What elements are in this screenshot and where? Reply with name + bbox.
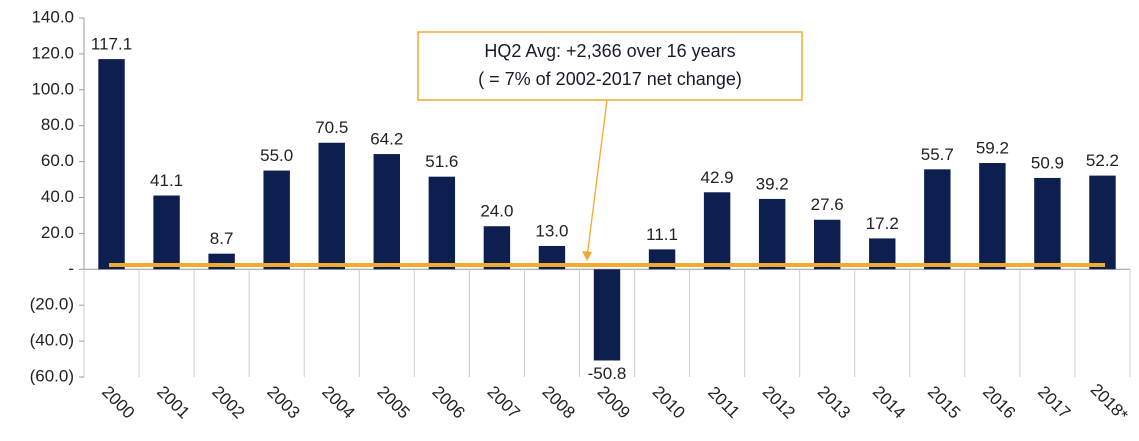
data-label: 27.6	[811, 195, 844, 214]
y-tick-label: 60.0	[41, 151, 74, 170]
data-label: 52.2	[1086, 151, 1119, 170]
y-tick-label: 140.0	[31, 7, 74, 26]
data-label: 117.1	[91, 35, 132, 54]
y-tick-label: 120.0	[31, 43, 74, 62]
data-label: 39.2	[756, 174, 789, 193]
data-label: 13.0	[535, 221, 568, 240]
y-tick-label: (20.0)	[30, 295, 74, 314]
x-tick-label: 2009	[594, 382, 634, 422]
data-label: 17.2	[866, 214, 899, 233]
x-tick-label: 2015	[924, 382, 964, 422]
x-tick-label: 2012	[759, 382, 799, 422]
x-tick-label: 2006	[428, 382, 468, 422]
data-label: 42.9	[701, 168, 734, 187]
bar	[153, 195, 180, 270]
data-label: 11.1	[646, 225, 678, 244]
bar	[979, 163, 1006, 270]
y-tick-label: (60.0)	[30, 366, 74, 385]
bar	[263, 170, 290, 270]
x-tick-label: 2003	[263, 382, 303, 422]
data-label: 70.5	[315, 118, 348, 137]
data-label: 55.7	[921, 145, 954, 164]
bar	[593, 269, 621, 361]
data-label: 59.2	[976, 139, 1009, 158]
x-tick-label: 2010	[649, 382, 689, 422]
y-tick-label: 80.0	[41, 115, 74, 134]
data-label: 8.7	[210, 229, 234, 248]
bar	[758, 198, 786, 270]
bar	[318, 142, 345, 270]
y-tick-label: 40.0	[41, 187, 74, 206]
x-tick-label: 2014	[869, 382, 909, 422]
data-label: 41.1	[150, 171, 183, 190]
annotation-line: HQ2 Avg: +2,366 over 16 years	[484, 41, 735, 61]
bar	[373, 154, 401, 270]
bar	[1089, 175, 1116, 270]
x-tick-label: 2001	[153, 382, 193, 422]
bar	[813, 219, 841, 270]
x-tick-label: 2018*	[1087, 380, 1132, 425]
annotation-arrow	[586, 99, 608, 258]
x-tick-label: 2000	[98, 382, 138, 422]
x-tick-label: 2007	[484, 382, 524, 422]
x-tick-label: 2002	[208, 382, 248, 422]
x-tick-label: 2016	[979, 382, 1019, 422]
y-tick-label: 100.0	[31, 79, 74, 98]
annotation-arrowhead	[582, 251, 592, 262]
bar	[924, 169, 951, 270]
bar	[703, 192, 731, 270]
data-label: -50.8	[588, 364, 627, 383]
data-label: 51.6	[425, 152, 458, 171]
data-label: 24.0	[480, 202, 513, 221]
x-tick-label: 2011	[704, 383, 743, 422]
x-tick-label: 2013	[814, 382, 854, 422]
bar	[428, 176, 456, 270]
data-label: 64.2	[370, 130, 403, 149]
x-tick-label: 2005	[373, 382, 413, 422]
annotation-line: ( = 7% of 2002-2017 net change)	[478, 69, 742, 89]
y-tick-label: (40.0)	[30, 331, 74, 350]
annotation-box	[417, 31, 803, 101]
data-label: 50.9	[1031, 153, 1064, 172]
bar	[483, 226, 511, 270]
x-tick-label: 2004	[318, 382, 358, 422]
bar	[98, 59, 125, 270]
y-tick-label: 20.0	[41, 223, 74, 242]
data-label: 55.0	[260, 146, 293, 165]
bar	[1034, 177, 1061, 270]
y-tick-label: -	[68, 259, 74, 278]
x-tick-label: 2008	[539, 382, 579, 422]
x-tick-label: 2017	[1034, 382, 1074, 422]
